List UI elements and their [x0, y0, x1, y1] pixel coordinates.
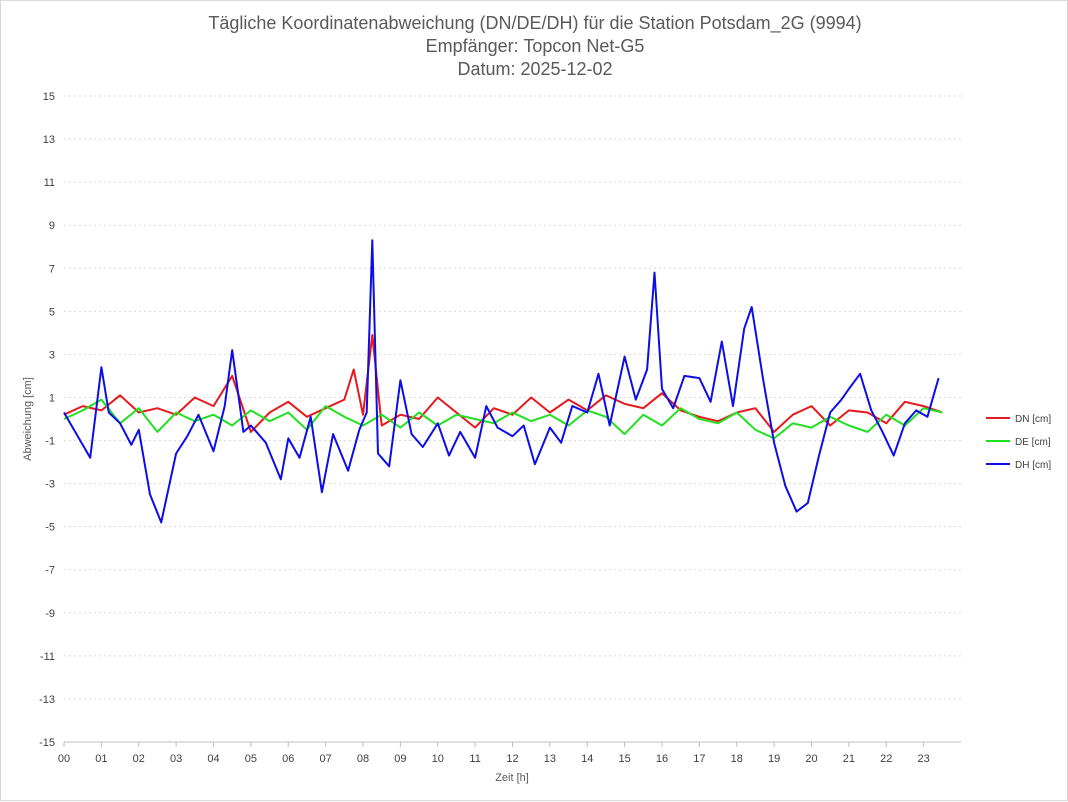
- y-axis-title: Abweichung [cm]: [22, 377, 34, 461]
- x-tick-label: 05: [245, 753, 257, 765]
- x-tick-label: 06: [282, 753, 294, 765]
- x-tick-label: 15: [619, 753, 631, 765]
- x-tick-label: 14: [581, 753, 593, 765]
- x-tick-label: 17: [693, 753, 705, 765]
- x-tick-label: 00: [58, 753, 70, 765]
- y-tick-label: -9: [45, 608, 55, 620]
- y-tick-label: 5: [49, 306, 55, 318]
- legend: DN [cm] DE [cm] DH [cm]: [986, 414, 1051, 471]
- chart-subtitle: Empfänger: Topcon Net-G5: [426, 36, 645, 56]
- y-tick-label: -1: [45, 436, 55, 448]
- series-line-de: [63, 398, 943, 440]
- y-tick-label: 13: [43, 134, 55, 146]
- y-tick-label: 1: [49, 392, 55, 404]
- legend-label: DN [cm]: [1015, 414, 1051, 425]
- x-tick-label: 11: [469, 753, 480, 765]
- legend-label: DH [cm]: [1015, 460, 1051, 471]
- x-tick-label: 16: [656, 753, 668, 765]
- y-tick-label: -3: [45, 479, 55, 491]
- y-tick-label: -13: [39, 694, 55, 706]
- x-tick-label: 22: [880, 753, 892, 765]
- y-tick-label: -7: [45, 565, 55, 577]
- x-tick-label: 20: [805, 753, 817, 765]
- series-line-dh: [63, 239, 940, 524]
- x-tick-label: 02: [133, 753, 145, 765]
- x-tick-label: 10: [432, 753, 444, 765]
- series-lines: [63, 239, 943, 524]
- y-axis-ticks: 15 13 11 9 7 5 3 1 -1 -3 -5 -7 -9 -11 -13 -15: [39, 91, 55, 749]
- y-tick-label: 11: [44, 177, 55, 189]
- legend-label: DE [cm]: [1015, 437, 1051, 448]
- y-tick-label: -11: [40, 651, 55, 663]
- chart-title: Tägliche Koordinatenabweichung (DN/DE/DH…: [208, 13, 861, 34]
- x-tick-label: 13: [544, 753, 556, 765]
- y-tick-label: 7: [49, 263, 55, 275]
- x-tick-label: 08: [357, 753, 369, 765]
- x-axis-title: Zeit [h]: [495, 772, 529, 784]
- x-axis-ticks: 00 01 02 03 04 05 06 07 08 09 10 11 12 13 14 15 16 17 18 19…: [58, 742, 930, 765]
- x-tick-label: 21: [843, 753, 855, 765]
- y-tick-label: 15: [43, 91, 55, 103]
- grid-lines: [64, 95, 961, 700]
- chart-date: Datum: 2025-12-02: [457, 59, 612, 79]
- y-tick-label: -5: [45, 522, 55, 534]
- y-tick-label: 9: [49, 220, 55, 232]
- x-tick-label: 12: [506, 753, 518, 765]
- x-tick-label: 19: [768, 753, 780, 765]
- x-tick-label: 18: [731, 753, 743, 765]
- x-tick-label: 23: [918, 753, 930, 765]
- x-tick-label: 09: [394, 753, 406, 765]
- y-tick-label: -15: [39, 737, 55, 749]
- x-tick-label: 07: [320, 753, 332, 765]
- x-tick-label: 03: [170, 753, 182, 765]
- x-tick-label: 01: [95, 753, 107, 765]
- y-tick-label: 3: [49, 349, 55, 361]
- x-tick-label: 04: [207, 753, 219, 765]
